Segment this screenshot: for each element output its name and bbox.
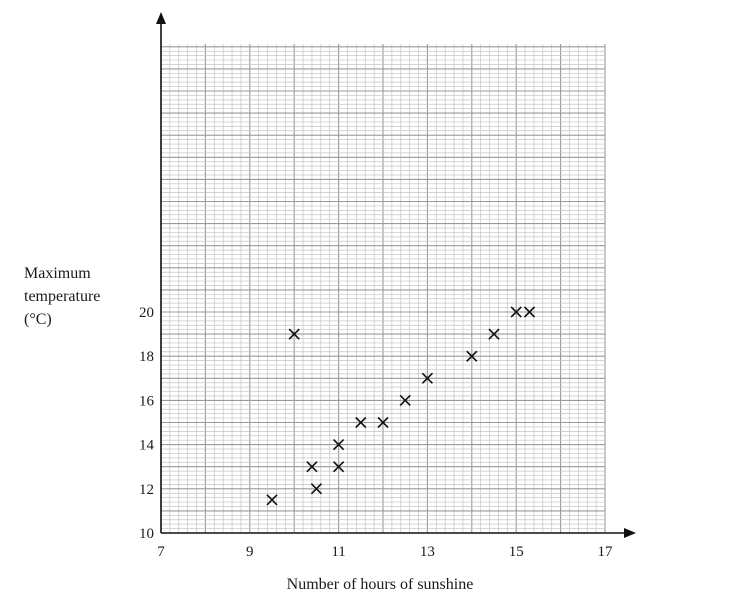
y-axis-title-line-1: Maximum <box>24 265 91 282</box>
data-point <box>306 461 318 473</box>
x-tick-label: 15 <box>509 544 524 560</box>
data-point <box>510 306 522 318</box>
x-axis-arrow <box>624 528 636 538</box>
data-point <box>523 306 536 318</box>
y-tick-label: 16 <box>139 393 155 409</box>
x-tick-label: 11 <box>331 544 345 560</box>
y-axis-arrow <box>156 12 166 24</box>
x-tick-label: 13 <box>420 544 435 560</box>
y-tick-label: 18 <box>139 349 154 365</box>
data-points <box>266 306 536 506</box>
y-tick-label: 20 <box>139 305 154 321</box>
data-point <box>377 416 389 429</box>
data-point <box>488 328 500 340</box>
x-tick-label: 17 <box>598 544 614 560</box>
grid <box>160 44 606 534</box>
y-tick-label: 12 <box>139 482 154 498</box>
axes <box>156 12 636 538</box>
data-point <box>332 461 345 473</box>
y-tick-label: 10 <box>139 526 154 542</box>
data-point <box>266 494 278 506</box>
x-tick-label: 9 <box>246 544 254 560</box>
y-tick-labels: 10 12 14 16 18 20 <box>139 305 155 542</box>
y-tick-label: 14 <box>139 438 155 454</box>
data-point <box>355 416 367 429</box>
data-point <box>310 483 323 495</box>
data-point <box>399 394 411 407</box>
data-point <box>288 328 300 340</box>
x-tick-label: 7 <box>157 544 165 560</box>
y-axis-title-line-3: (°C) <box>24 311 52 328</box>
y-axis-title-line-2: temperature <box>24 288 100 305</box>
x-tick-labels: 7 9 11 13 15 17 <box>157 544 613 560</box>
data-point <box>332 438 345 451</box>
data-point <box>466 350 478 362</box>
x-axis-title: Number of hours of sunshine <box>287 576 474 593</box>
data-point <box>421 372 434 384</box>
